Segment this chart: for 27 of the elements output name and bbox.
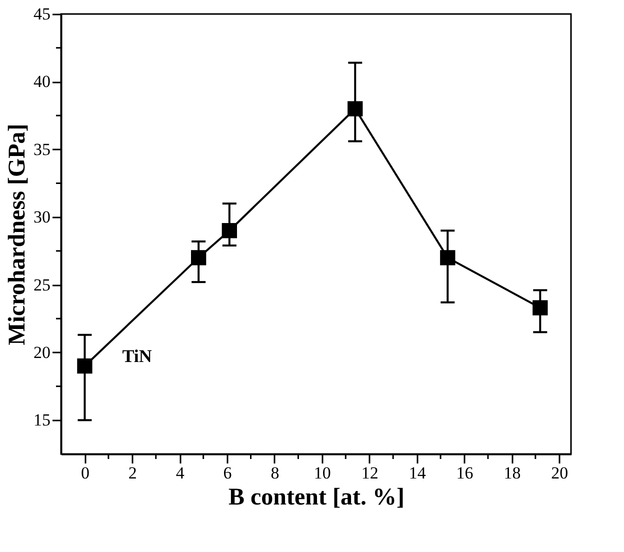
point [532, 300, 548, 316]
x-axis-title: B content [at. %] [228, 484, 404, 510]
point [440, 250, 456, 266]
y-tick-label: 40 [34, 72, 50, 92]
annotation: TiN [122, 346, 152, 366]
y-tick-label: 20 [34, 342, 50, 362]
y-tick-label: 35 [34, 140, 50, 159]
x-tick-label: 8 [270, 464, 280, 482]
x-tick-label: 10 [314, 464, 331, 482]
y-axis-title: Microhardness [GPa] [4, 124, 30, 346]
x-tick-label: 0 [80, 464, 90, 482]
point [222, 223, 237, 238]
x-tick-label: 14 [408, 464, 426, 482]
y-tick-label: 25 [34, 275, 50, 294]
x-tick-label: 4 [176, 464, 185, 482]
x-tick-label: 12 [361, 464, 378, 482]
point [348, 101, 363, 116]
x-tick-label: 20 [551, 464, 568, 482]
point [77, 358, 92, 374]
x-tick-label: 18 [504, 464, 521, 482]
y-tick-label: 45 [34, 4, 50, 24]
x-tick-label: 16 [456, 464, 474, 482]
x-tick-label: 6 [223, 464, 232, 482]
point [191, 250, 206, 266]
y-tick-label: 15 [34, 410, 50, 430]
x-tick-label: 2 [128, 464, 137, 482]
y-tick-label: 30 [34, 208, 50, 227]
